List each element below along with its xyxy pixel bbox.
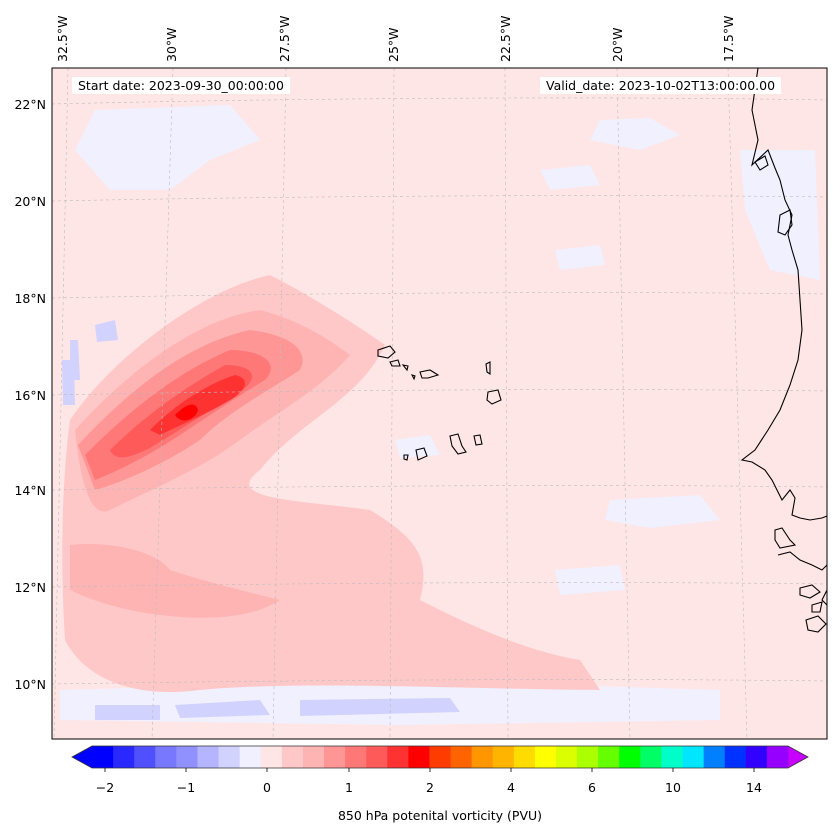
colorbar-swatch (92, 746, 114, 768)
colorbar-swatch (513, 746, 536, 768)
colorbar-swatch (366, 746, 388, 768)
colorbar-swatch (155, 746, 177, 768)
lon-label-30w: 30°W (164, 27, 179, 62)
colorbar (71, 745, 809, 772)
colorbar-tick-label: 0 (263, 780, 271, 795)
colorbar-swatch (661, 746, 684, 768)
colorbar-tick-label: −2 (95, 780, 115, 795)
lon-label-17-5w: 17.5°W (721, 15, 736, 62)
colorbar-swatch (218, 746, 241, 768)
colorbar-swatch (745, 746, 768, 768)
colorbar-tick-label: 1 (345, 780, 353, 795)
colorbar-swatch (408, 746, 430, 768)
lat-label-18n: 18°N (14, 291, 46, 306)
colorbar-swatch (471, 746, 494, 768)
colorbar-swatch (260, 746, 283, 768)
start-date-label: Start date: 2023-09-30_00:00:00 (72, 77, 290, 94)
colorbar-swatch (556, 746, 578, 768)
positive-pv-streamer (62, 275, 600, 692)
colorbar-swatch (239, 746, 262, 768)
cape-verde-islands (377, 345, 502, 461)
colorbar-swatch (766, 746, 789, 768)
lat-label-10n: 10°N (14, 677, 46, 692)
map-border (51, 67, 828, 740)
colorbar-swatch (492, 746, 515, 768)
colorbar-swatch (577, 746, 599, 768)
colorbar-tick-label: 4 (507, 780, 515, 795)
graticule (51, 67, 828, 740)
colorbar-swatch (534, 746, 557, 768)
colorbar-min-extension (72, 746, 92, 768)
lat-label-22n: 22°N (14, 97, 46, 112)
colorbar-tick-label: 6 (588, 780, 596, 795)
colorbar-swatch (176, 746, 198, 768)
valid-date-label: Valid_date: 2023-10-02T13:00:00.00 (540, 77, 782, 94)
colorbar-tick-label: 10 (665, 780, 681, 795)
colorbar-swatch (724, 746, 747, 768)
colorbar-swatch (387, 746, 409, 768)
lon-label-25w: 25°W (386, 27, 401, 62)
colorbar-swatch (345, 746, 367, 768)
colorbar-swatch (324, 746, 346, 768)
colorbar-swatch (134, 746, 156, 768)
colorbar-swatch (703, 746, 726, 768)
colorbar-swatch (598, 746, 620, 768)
colorbar-tick-label: 14 (746, 780, 762, 795)
lon-label-22-5w: 22.5°W (498, 15, 513, 62)
colorbar-tick-label: 2 (426, 780, 434, 795)
lat-label-16n: 16°N (14, 388, 46, 403)
colorbar-swatch (619, 746, 641, 768)
colorbar-swatch (197, 746, 220, 768)
colorbar-swatch (281, 746, 304, 768)
colorbar-swatch (113, 746, 135, 768)
colorbar-outline (71, 745, 809, 769)
colorbar-title: 850 hPa potenital vorticity (PVU) (337, 808, 543, 823)
colorbar-swatch (640, 746, 662, 768)
lat-label-14n: 14°N (14, 483, 46, 498)
stronger-negative-pv-patches (62, 320, 460, 720)
lat-label-20n: 20°N (14, 194, 46, 209)
lon-label-32-5w: 32.5°W (55, 15, 70, 62)
colorbar-tick-label: −1 (176, 780, 196, 795)
lon-label-20w: 20°W (610, 27, 625, 62)
lon-label-27-5w: 27.5°W (277, 15, 292, 62)
colorbar-swatch (302, 746, 325, 768)
lat-label-12n: 12°N (14, 580, 46, 595)
colorbar-swatch (429, 746, 452, 768)
colorbar-max-extension (788, 746, 808, 768)
african-coastline (740, 67, 828, 633)
colorbar-swatch (682, 746, 705, 768)
colorbar-swatch (450, 746, 473, 768)
